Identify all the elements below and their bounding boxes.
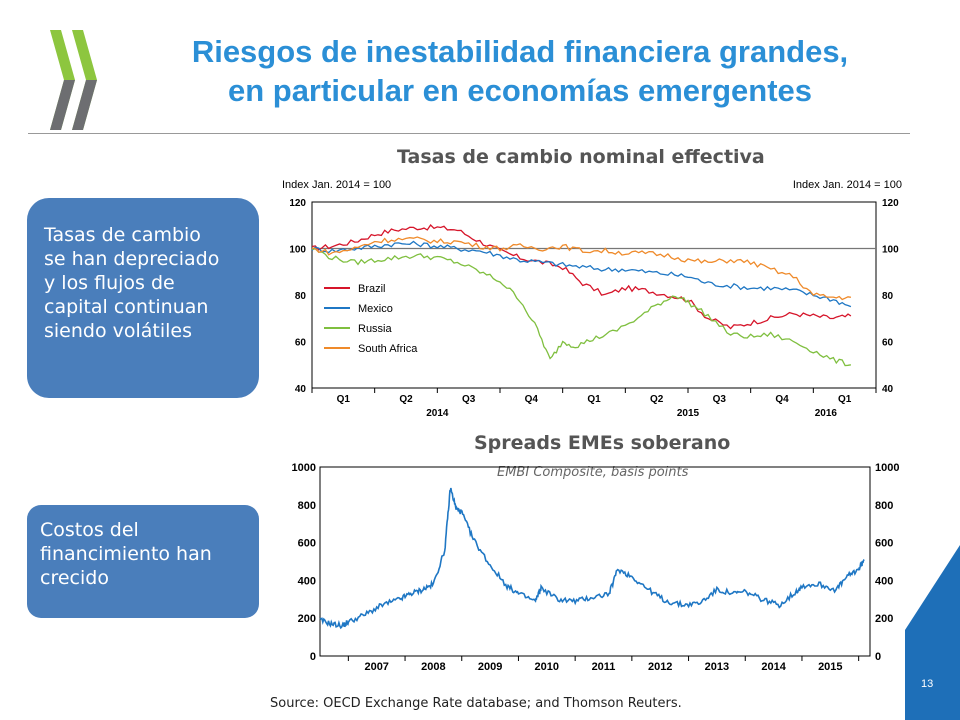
- chart2-xtick: 2011: [592, 661, 616, 673]
- chart1-xtick: Q4: [775, 394, 789, 405]
- chart1-series-line: [311, 248, 852, 367]
- chart2-ytick-right: 600: [875, 538, 893, 550]
- chart1-xtick: Q1: [337, 394, 351, 405]
- chart2-ytick-right: 1000: [875, 462, 899, 474]
- chart1-xtick: Q3: [713, 394, 727, 405]
- slide-title-line-1: Riesgos de inestabilidad financiera gran…: [191, 34, 849, 69]
- callout1-line: Tasas de cambio: [44, 224, 201, 246]
- source-note: Source: OECD Exchange Rate database; and…: [270, 696, 682, 711]
- chart2-xtick: 2014: [761, 661, 786, 673]
- chart2-title: Spreads EMEs soberano: [474, 432, 731, 454]
- chart2-ytick-right: 0: [875, 651, 881, 663]
- chart2-xtick: 2007: [364, 661, 388, 673]
- chart1-ytick-right: 60: [882, 338, 894, 349]
- callout1-line: y los flujos de: [44, 272, 175, 294]
- chart2-ytick-left: 400: [298, 575, 316, 587]
- chart2-xtick: 2008: [421, 661, 445, 673]
- chart2-ytick-left: 800: [298, 500, 316, 512]
- slide-title-line-2: en particular en economías emergentes: [227, 73, 813, 108]
- chart1-year-label: 2015: [677, 408, 700, 419]
- chart1-ytick-right: 40: [882, 384, 894, 395]
- chart1-legend-label: Mexico: [358, 303, 393, 315]
- chart2-ytick-left: 0: [310, 651, 316, 663]
- chart1-xtick: Q4: [525, 394, 539, 405]
- chart1-ytick-left: 100: [289, 245, 306, 256]
- chart1-plot-frame: [311, 201, 877, 389]
- chart2-xtick: 2010: [535, 661, 559, 673]
- chart2-plot-frame: [319, 466, 871, 657]
- embi-spread-chart: 0 0 200 200 400 400 600 600 800 800 1000 1000 2007 20…: [292, 462, 900, 673]
- chart2-ytick-right: 400: [875, 575, 893, 587]
- callout1-line: siendo volátiles: [44, 320, 193, 342]
- chart1-xtick: Q1: [838, 394, 852, 405]
- callout1-line: capital continuan: [44, 296, 209, 318]
- chart2-ytick-left: 200: [298, 613, 316, 625]
- chart1-xtick: Q2: [650, 394, 664, 405]
- callout2-line: crecido: [40, 567, 109, 589]
- callout-exchange-rates: Tasas de cambio se han depreciado y los …: [27, 198, 259, 398]
- title-divider: [28, 133, 910, 134]
- chart2-xtick: 2015: [818, 661, 842, 673]
- chart1-year-label: 2014: [426, 408, 449, 419]
- chart1-series-line: [311, 236, 852, 301]
- page-number: 13: [921, 678, 934, 690]
- chart1-ytick-left: 80: [295, 291, 307, 302]
- chart1-legend-label: South Africa: [358, 343, 418, 355]
- chart1-series-line: [311, 240, 852, 308]
- chart1-legend-label: Brazil: [358, 283, 386, 295]
- chart2-series-line: [319, 487, 865, 630]
- chart1-ytick-right: 100: [882, 245, 899, 256]
- chart1-xtick: Q1: [587, 394, 601, 405]
- chart2-xtick: 2012: [648, 661, 672, 673]
- chart1-ytick-right: 120: [882, 198, 899, 209]
- callout2-line: Costos del: [40, 519, 139, 541]
- chart2-xtick: 2013: [705, 661, 729, 673]
- corner-decoration: [905, 545, 960, 720]
- chart2-ytick-right: 800: [875, 500, 893, 512]
- oecd-logo: [50, 30, 97, 130]
- chart1-ylabel-right: Index Jan. 2014 = 100: [793, 179, 902, 191]
- chart2-ytick-left: 600: [298, 538, 316, 550]
- slide-title: Riesgos de inestabilidad financiera gran…: [110, 32, 930, 110]
- chart1-ytick-left: 60: [295, 338, 307, 349]
- chart2-ytick-left: 1000: [292, 462, 316, 474]
- chart1-ytick-left: 40: [295, 384, 307, 395]
- chart2-subtitle: EMBI Composite, basis points: [497, 465, 689, 480]
- chart2-xtick: 2009: [478, 661, 502, 673]
- chart1-ytick-left: 120: [289, 198, 306, 209]
- chart1-xtick: Q2: [399, 394, 413, 405]
- chart1-xtick: Q3: [462, 394, 476, 405]
- chart2-ytick-right: 200: [875, 613, 893, 625]
- exchange-rate-chart: Index Jan. 2014 = 100 Index Jan. 2014 = 1…: [282, 179, 902, 419]
- callout2-line: financimiento han: [40, 543, 212, 565]
- chart1-title: Tasas de cambio nominal effectiva: [397, 146, 765, 168]
- chart1-legend-label: Russia: [358, 323, 393, 335]
- chart1-ylabel-left: Index Jan. 2014 = 100: [282, 179, 391, 191]
- callout-financing-costs: Costos del financimiento han crecido: [27, 505, 259, 618]
- chart1-year-label: 2016: [815, 408, 838, 419]
- chart1-ytick-right: 80: [882, 291, 894, 302]
- chart1-series-line: [311, 223, 852, 330]
- callout1-line: se han depreciado: [44, 248, 220, 270]
